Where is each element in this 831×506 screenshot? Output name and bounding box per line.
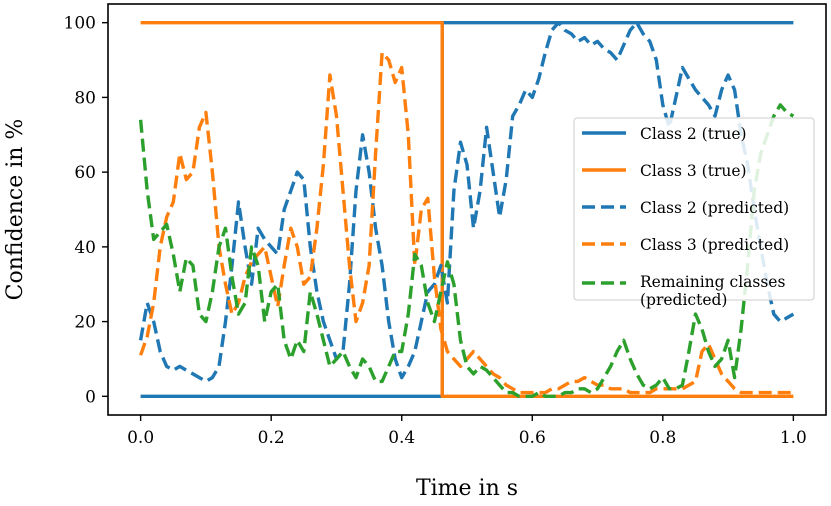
y-tick-label: 40	[74, 238, 96, 258]
y-tick-label: 80	[74, 88, 96, 108]
y-tick-label: 20	[74, 313, 96, 333]
legend-label-4: (predicted)	[640, 291, 727, 309]
x-tick-label: 0.4	[388, 428, 415, 448]
x-axis-label: Time in s	[416, 476, 518, 501]
y-tick-label: 0	[85, 387, 96, 407]
legend-label-2: Class 2 (predicted)	[640, 199, 789, 217]
y-tick-label: 100	[64, 14, 96, 34]
y-axis-label: Confidence in %	[3, 119, 28, 301]
x-tick-label: 0.8	[649, 428, 676, 448]
x-tick-label: 1.0	[780, 428, 807, 448]
legend: Class 2 (true) Class 3 (true) Class 2 (pre…	[573, 117, 815, 309]
x-tick-label: 0.6	[519, 428, 546, 448]
legend-label-3: Class 3 (predicted)	[640, 236, 789, 254]
plot-area-frame	[107, 3, 827, 416]
legend-label-1: Class 3 (true)	[640, 162, 747, 180]
y-axis: 0 20 40 60 80 100	[64, 14, 108, 407]
x-axis: 0.0 0.2 0.4 0.6 0.8 1.0	[127, 415, 807, 448]
series-layer	[138, 21, 795, 398]
series-line-1	[140, 21, 794, 398]
legend-box	[573, 117, 815, 301]
legend-label-4: Remaining classes	[640, 273, 785, 291]
y-tick-label: 60	[74, 163, 96, 183]
x-tick-label: 0.2	[258, 428, 285, 448]
legend-label-0: Class 2 (true)	[640, 125, 747, 143]
x-tick-label: 0.0	[127, 428, 154, 448]
